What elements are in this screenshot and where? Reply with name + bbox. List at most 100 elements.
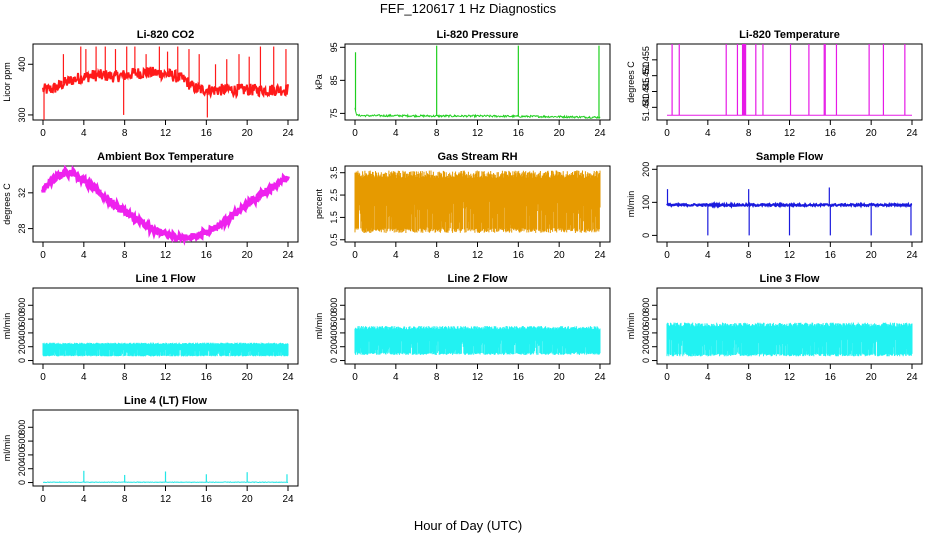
y-axis: 300 400 <box>17 57 33 122</box>
y-tick-label: 2.5 <box>329 189 339 202</box>
y-tick-label: 3.5 <box>329 166 339 179</box>
x-tick-label: 4 <box>393 372 399 383</box>
x-tick-label: 12 <box>472 128 484 139</box>
x-tick-label: 12 <box>784 372 796 383</box>
y-axis-label: percent <box>314 188 324 219</box>
y-axis: 28 32 <box>17 188 33 234</box>
panel-title: Li-820 CO2 <box>137 29 194 41</box>
y-tick-label: 600 <box>17 312 27 327</box>
x-tick-label: 24 <box>282 372 294 383</box>
y-tick-label: 51.450 <box>641 62 651 90</box>
y-tick-label: 0 <box>329 358 339 363</box>
y-axis-label: ml/min <box>2 435 12 462</box>
x-tick-label: 8 <box>746 128 752 139</box>
y-axis: 75 85 95 <box>329 42 345 118</box>
x-tick-label: 8 <box>122 372 128 383</box>
x-tick-label: 12 <box>160 250 172 261</box>
x-tick-label: 8 <box>122 494 128 505</box>
panel-title: Sample Flow <box>756 151 824 163</box>
x-axis: 0 4 8 12 16 20 24 <box>40 242 294 261</box>
x-tick-label: 8 <box>122 128 128 139</box>
data-series <box>666 322 913 357</box>
x-tick-label: 24 <box>594 128 606 139</box>
x-axis: 0 4 8 12 16 20 24 <box>664 120 918 139</box>
y-tick-label: 0 <box>641 358 651 363</box>
y-tick-label: 200 <box>641 162 651 177</box>
y-tick-label: 600 <box>329 312 339 327</box>
x-tick-label: 16 <box>513 250 525 261</box>
panel-title: Line 1 Flow <box>136 273 196 285</box>
x-tick-label: 24 <box>282 250 294 261</box>
y-tick-label: 200 <box>641 339 651 354</box>
y-tick-label: 400 <box>329 325 339 340</box>
x-tick-label: 8 <box>434 250 440 261</box>
y-tick-label: 600 <box>641 312 651 327</box>
y-tick-label: 400 <box>17 57 27 72</box>
x-tick-label: 12 <box>160 494 172 505</box>
x-tick-label: 12 <box>784 128 796 139</box>
series-band <box>42 342 289 357</box>
y-tick-label: 400 <box>17 325 27 340</box>
y-tick-label: 0.5 <box>329 234 339 247</box>
x-axis: 0 4 8 12 16 20 24 <box>664 242 918 261</box>
series-line <box>41 164 290 246</box>
x-tick-label: 0 <box>352 250 358 261</box>
x-tick-label: 24 <box>594 250 606 261</box>
x-tick-label: 4 <box>393 250 399 261</box>
y-axis-label: ml/min <box>2 313 12 340</box>
panel-title: Line 2 Flow <box>448 273 508 285</box>
x-tick-label: 0 <box>664 250 670 261</box>
x-tick-label: 16 <box>201 250 213 261</box>
x-tick-label: 0 <box>664 128 670 139</box>
data-series <box>42 46 289 120</box>
x-tick-label: 12 <box>784 250 796 261</box>
plot-frame <box>656 43 923 121</box>
x-tick-label: 24 <box>282 494 294 505</box>
x-tick-label: 20 <box>554 128 566 139</box>
x-tick-label: 16 <box>513 128 525 139</box>
y-tick-label: 1.5 <box>329 211 339 224</box>
y-tick-label: 600 <box>17 434 27 449</box>
x-tick-label: 4 <box>81 372 87 383</box>
panel-title: Li-820 Pressure <box>437 29 519 41</box>
x-tick-label: 16 <box>201 494 213 505</box>
y-tick-label: 51.445 <box>641 78 651 106</box>
panel-title: Li-820 Temperature <box>739 29 840 41</box>
series-band <box>354 170 601 233</box>
panel-6: Sample Flow 0 4 8 12 16 20 24 0 100 200 ml/min <box>626 151 923 261</box>
y-tick-label: 85 <box>329 75 339 85</box>
y-tick-label: 28 <box>17 224 27 234</box>
x-tick-label: 12 <box>160 128 172 139</box>
x-tick-label: 0 <box>40 250 46 261</box>
x-tick-label: 0 <box>40 494 46 505</box>
panel-3: Li-820 Temperature 0 4 8 12 16 20 24 51.44051.44… <box>626 29 923 139</box>
y-tick-label: 800 <box>17 420 27 435</box>
data-series <box>667 44 912 116</box>
data-series <box>41 164 290 246</box>
data-series <box>354 326 601 355</box>
panel-5: Gas Stream RH 0 4 8 12 16 20 24 0.5 1.5 2.5 3.5 perc… <box>314 151 611 261</box>
x-axis: 0 4 8 12 16 20 24 <box>352 364 606 383</box>
y-axis-label: ml/min <box>314 313 324 340</box>
panel-title: Ambient Box Temperature <box>97 151 234 163</box>
x-axis: 0 4 8 12 16 20 24 <box>352 120 606 139</box>
x-tick-label: 24 <box>282 128 294 139</box>
x-tick-label: 16 <box>825 372 837 383</box>
y-axis-label: ml/min <box>626 191 636 218</box>
y-axis: 0.5 1.5 2.5 3.5 <box>329 166 345 246</box>
x-tick-label: 12 <box>472 250 484 261</box>
y-axis-label: degrees C <box>626 61 636 103</box>
plot-frame <box>344 43 611 121</box>
page-title: FEF_120617 1 Hz Diagnostics <box>379 1 557 16</box>
x-axis: 0 4 8 12 16 20 24 <box>40 364 294 383</box>
x-tick-label: 16 <box>825 250 837 261</box>
data-series <box>42 470 289 484</box>
x-tick-label: 20 <box>242 250 254 261</box>
y-tick-label: 800 <box>329 298 339 313</box>
